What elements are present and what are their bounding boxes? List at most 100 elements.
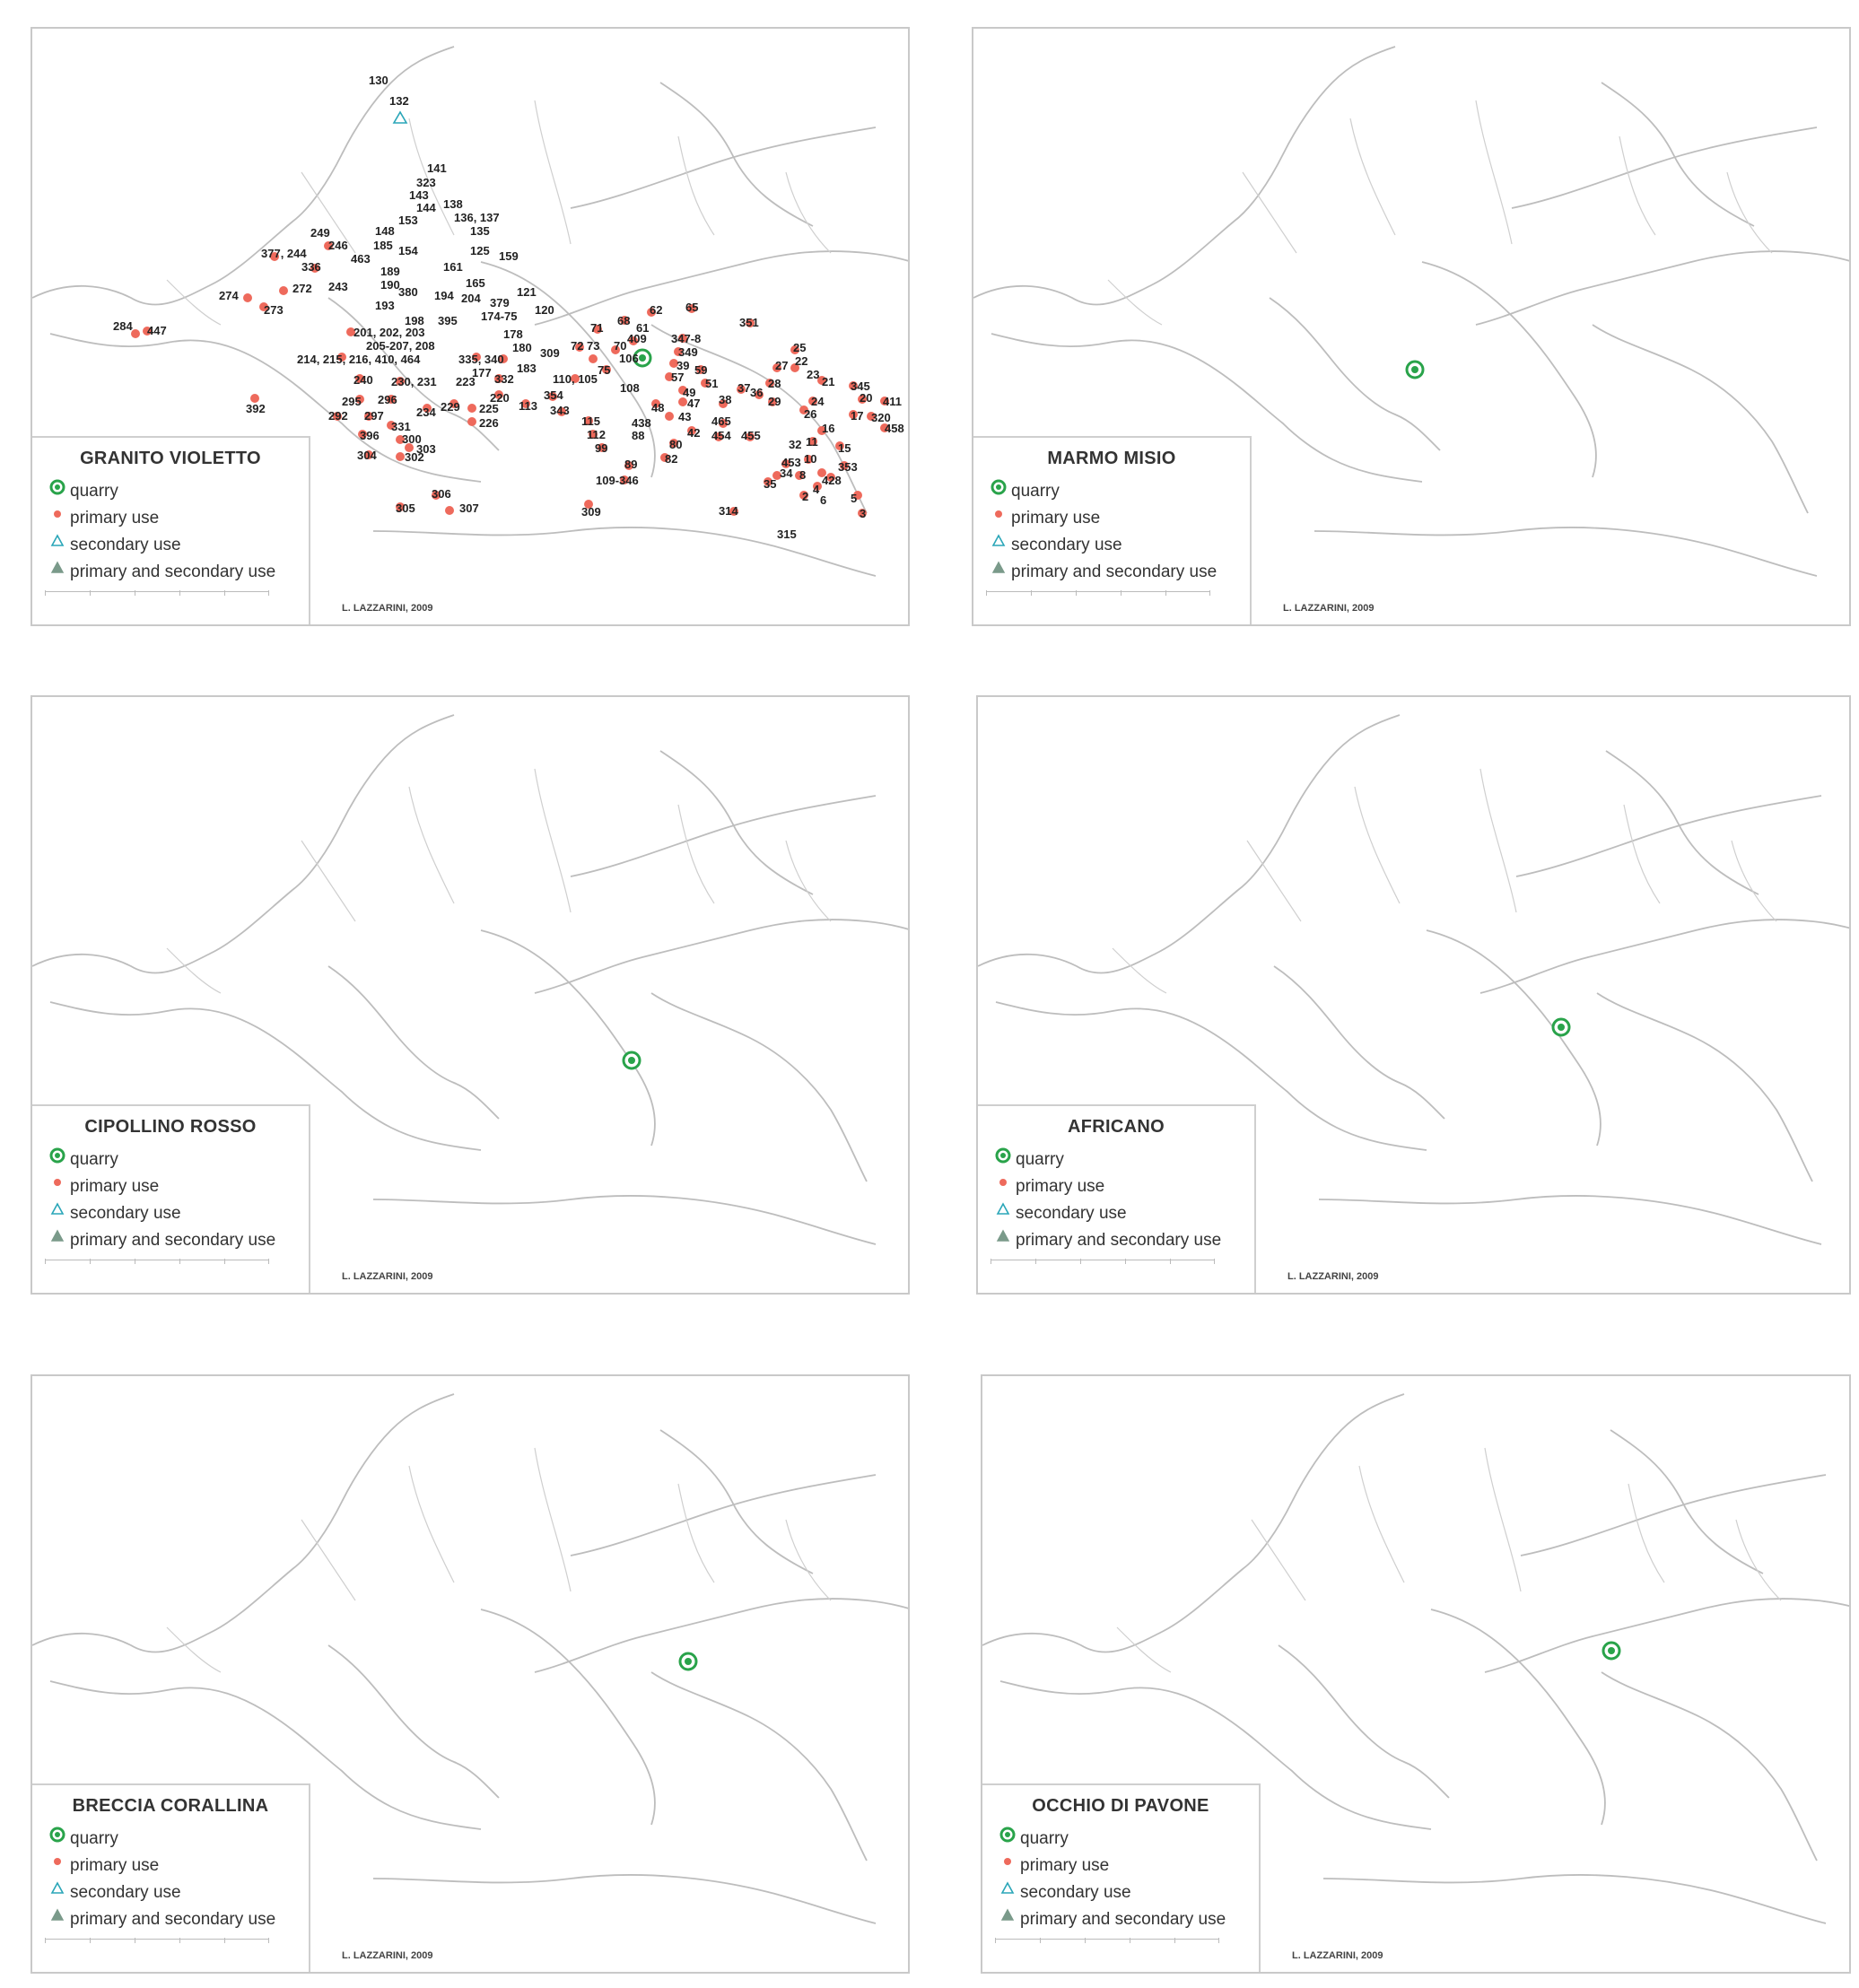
legend-row-secondary: secondary use	[45, 532, 296, 559]
legend-title: OCCHIO DI PAVONE	[1032, 1796, 1209, 1816]
basemap	[32, 46, 908, 577]
site-markers	[1551, 1017, 1571, 1037]
site-label: 159	[499, 249, 519, 263]
scale-bar	[45, 590, 269, 601]
quarry-marker	[633, 348, 652, 368]
site-label: 396	[360, 429, 380, 442]
site-label: 72	[571, 339, 583, 353]
primary-use-marker	[764, 477, 772, 486]
quarry-marker	[1405, 360, 1425, 379]
primary-use-marker	[678, 334, 687, 343]
secondary-use-symbol-icon	[991, 1200, 1016, 1227]
primary-use-marker	[678, 386, 687, 395]
legend-row-quarry: quarry	[995, 1826, 1246, 1853]
site-label: 274	[219, 289, 239, 302]
primary-use-marker	[674, 347, 683, 356]
site-label: 284	[113, 319, 133, 333]
site-label: 323	[416, 176, 436, 189]
site-label: 28	[768, 377, 781, 390]
legend-row-secondary: secondary use	[995, 1879, 1246, 1906]
site-label: 108	[620, 381, 640, 395]
primary-use-marker	[808, 437, 817, 446]
legend-title: MARMO MISIO	[1047, 449, 1176, 468]
map-legend: MARMO MISIO quarry primary use secondary us…	[973, 436, 1252, 624]
site-label: 351	[739, 316, 759, 329]
quarry-symbol-icon	[986, 478, 1011, 505]
primary-use-marker	[665, 372, 674, 381]
primary-use-marker	[799, 405, 808, 414]
site-markers	[1602, 1641, 1621, 1661]
legend-row-quarry: quarry	[991, 1147, 1242, 1173]
legend-title: GRANITO VIOLETTO	[80, 449, 261, 468]
primary-use-marker	[629, 336, 638, 345]
legend-label: secondary use	[70, 1204, 181, 1224]
primary-use-marker	[687, 304, 696, 313]
site-label: 57	[671, 371, 684, 384]
primary-use-marker	[737, 385, 746, 394]
legend-row-secondary: secondary use	[986, 532, 1237, 559]
site-label: 193	[375, 299, 395, 312]
primary-use-marker	[387, 421, 396, 430]
site-label: 26	[804, 407, 816, 421]
site-label: 315	[777, 528, 797, 541]
site-label: 345	[851, 379, 870, 393]
site-label: 15	[838, 441, 851, 455]
legend-row-quarry: quarry	[45, 1826, 296, 1853]
author-credit: L. LAZZARINI, 2009	[1287, 1271, 1379, 1282]
site-label: 113	[519, 399, 537, 413]
site-label: 2	[802, 490, 808, 503]
map-canvas	[973, 46, 1849, 577]
legend-label: primary use	[1020, 1856, 1110, 1876]
site-label: 226	[479, 416, 499, 430]
primary-and-secondary-symbol-icon	[45, 1906, 70, 1933]
primary-use-marker	[817, 376, 826, 385]
site-label: 35	[764, 477, 776, 491]
legend-row-secondary: secondary use	[45, 1879, 296, 1906]
site-label: 225	[479, 402, 499, 415]
primary-use-marker	[665, 412, 674, 421]
primary-use-symbol-icon	[991, 1173, 1016, 1200]
primary-use-marker	[589, 354, 598, 363]
legend-row-secondary: secondary use	[45, 1200, 296, 1227]
primary-use-marker	[790, 345, 799, 354]
legend-label: primary and secondary use	[1020, 1910, 1226, 1930]
secondary-use-symbol-icon	[45, 1879, 70, 1906]
site-label: 336	[301, 260, 321, 274]
site-label: 183	[517, 362, 537, 375]
primary-use-marker	[548, 392, 557, 401]
site-label: 438	[632, 416, 651, 430]
site-label: 335, 340	[458, 353, 504, 366]
site-label: 62	[650, 303, 662, 317]
site-markers	[1405, 360, 1425, 379]
primary-and-secondary-symbol-icon	[986, 559, 1011, 586]
primary-use-marker	[557, 407, 566, 416]
primary-use-marker	[790, 363, 799, 372]
legend-title: CIPOLLINO ROSSO	[84, 1117, 257, 1137]
site-label: 144	[416, 201, 436, 214]
quarry-marker	[1602, 1641, 1621, 1661]
site-markers	[622, 1051, 641, 1070]
legend-row-primary: primary use	[986, 505, 1237, 532]
basemap	[982, 1393, 1849, 1924]
primary-use-marker	[593, 325, 602, 334]
site-label: 273	[264, 303, 284, 317]
site-label: 314	[719, 504, 738, 518]
primary-use-marker	[701, 379, 710, 388]
primary-use-marker	[880, 397, 889, 405]
primary-use-marker	[396, 502, 405, 511]
legend-label: primary and secondary use	[70, 1910, 276, 1930]
site-label: 20	[860, 391, 872, 405]
primary-use-marker	[669, 439, 678, 448]
site-markers	[131, 110, 889, 518]
site-label: 353	[838, 460, 858, 474]
quarry-marker	[678, 1652, 698, 1671]
site-label: 198	[405, 314, 424, 327]
site-label: 109-346	[596, 474, 639, 487]
site-label: 174-75	[481, 310, 517, 323]
site-label: 465	[711, 414, 731, 428]
site-label: 135	[470, 224, 490, 238]
site-label: 88	[632, 429, 644, 442]
site-label: 3	[860, 507, 866, 520]
primary-use-marker	[467, 417, 476, 426]
legend-title: BRECCIA CORALLINA	[72, 1796, 269, 1816]
